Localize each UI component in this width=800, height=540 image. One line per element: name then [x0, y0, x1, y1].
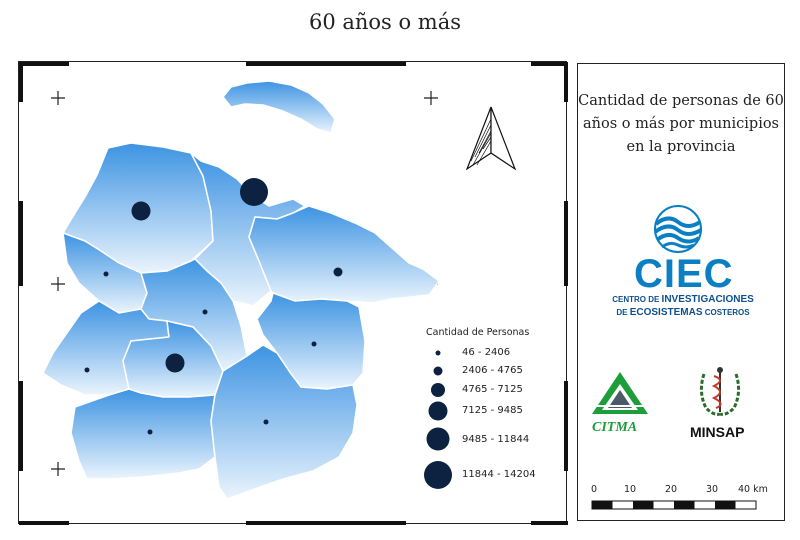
municipality-northeast: [248, 205, 440, 304]
dot-south: [147, 429, 153, 435]
neatline-ticks: [19, 62, 568, 525]
dot-west: [103, 271, 109, 277]
minsap-word: MINSAP: [690, 424, 745, 440]
minsap-emblem-icon: [699, 367, 741, 416]
panel-title: Cantidad de personas de 60 años o más po…: [578, 90, 784, 159]
map-title: 60 años o más: [308, 10, 462, 34]
scale-label-40: 40 km: [738, 484, 768, 495]
legend-label-1: 46 - 2406: [462, 347, 511, 358]
legend-label-4: 7125 - 9485: [462, 405, 523, 416]
legend-label-5: 9485 - 11844: [462, 434, 530, 445]
legend-symbol-3: [431, 383, 445, 397]
municipalities: [42, 80, 440, 500]
dot-east: [311, 341, 317, 347]
scale-label-30: 30: [706, 484, 719, 495]
map-frame: Cantidad de Personas 46 - 2406 2406 - 47…: [18, 61, 568, 525]
legend-symbol-2: [433, 366, 443, 376]
citma-logo-icon: [592, 372, 648, 414]
island-cay: [222, 80, 336, 134]
dot-northeast: [333, 267, 343, 277]
scale-label-20: 20: [665, 484, 678, 495]
panel-title-line-3: en la provincia: [626, 139, 736, 155]
legend-symbol-4: [428, 401, 448, 421]
scale-label-0: 0: [591, 484, 598, 495]
dot-southwest: [84, 367, 90, 373]
scale-label-10: 10: [624, 484, 637, 495]
north-arrow-icon: [465, 106, 517, 171]
legend-symbol-1: [435, 350, 441, 356]
map-svg: [19, 62, 568, 525]
legend-symbol-5: [426, 427, 450, 451]
dot-central: [202, 309, 208, 315]
side-panel: Cantidad de personas de 60 años o más po…: [577, 63, 785, 521]
legend-symbols: [424, 350, 452, 489]
panel-title-line-2: años o más por municipios: [582, 116, 779, 132]
legend-label-3: 4765 - 7125: [462, 384, 523, 395]
citma-word: CITMA: [592, 420, 638, 435]
legend-label-2: 2406 - 4765: [462, 365, 523, 376]
municipality-south: [70, 388, 216, 480]
scale-bar-icon: [591, 500, 757, 510]
population-dots: [84, 178, 343, 435]
ciec-wave-logo-icon: [653, 205, 703, 253]
dot-northwest: [131, 201, 151, 221]
panel-title-line-1: Cantidad de personas de 60: [578, 93, 784, 109]
legend-title: Cantidad de Personas: [426, 327, 530, 338]
dot-south-central: [165, 353, 185, 373]
municipality-southeast: [210, 344, 358, 500]
ciec-subtitle: CENTRO DE INVESTIGACIONES DE ECOSISTEMAS…: [612, 294, 754, 318]
dot-southeast: [263, 419, 269, 425]
dot-north-central: [240, 178, 268, 206]
legend-symbol-6: [424, 461, 452, 489]
legend-label-6: 11844 - 14204: [462, 469, 536, 480]
ciec-word: CIEC: [634, 252, 734, 296]
